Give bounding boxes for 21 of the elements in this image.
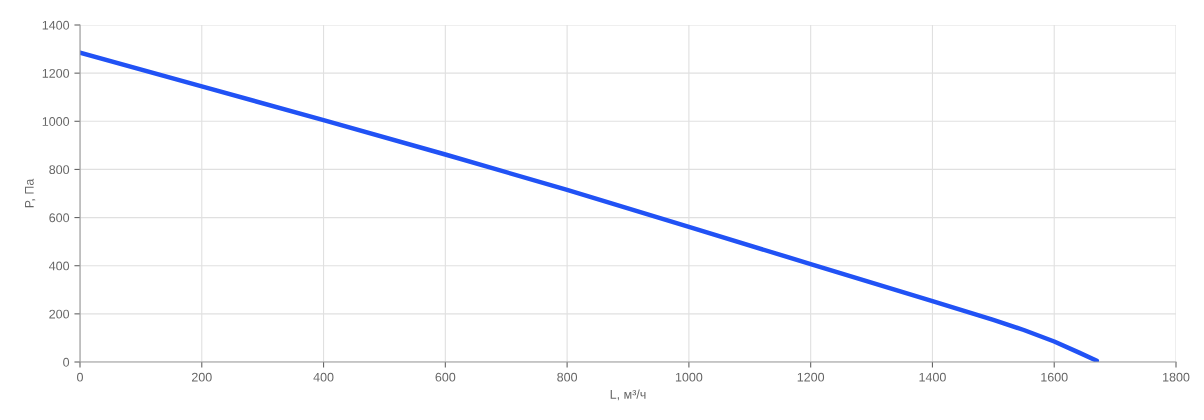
y-tick-label: 600 xyxy=(49,213,70,223)
y-tick-label: 0 xyxy=(63,357,70,367)
y-tick-label: 1400 xyxy=(42,20,70,30)
line-series xyxy=(80,50,1100,362)
x-tick-label: 1200 xyxy=(797,372,825,382)
y-tick-label: 1000 xyxy=(42,117,70,126)
x-tick-label: 1000 xyxy=(675,372,703,382)
y-axis-title: P, Па xyxy=(25,178,36,208)
x-tick-label: 400 xyxy=(313,372,334,382)
y-tick-label: 800 xyxy=(49,165,70,175)
x-tick-label: 1400 xyxy=(919,372,946,382)
x-tick-label: 0 xyxy=(77,372,83,382)
x-tick-label: 1800 xyxy=(1163,372,1190,382)
y-tick-label: 1200 xyxy=(42,68,70,78)
y-tick-label: 400 xyxy=(49,261,70,271)
x-tick-label: 800 xyxy=(557,372,578,382)
x-tick-label: 600 xyxy=(435,372,456,382)
y-tick-label: 200 xyxy=(49,309,70,319)
x-tick-label: 1600 xyxy=(1041,372,1068,382)
x-tick-label: 200 xyxy=(191,372,212,382)
x-axis-title: L, м³/ч xyxy=(610,389,646,401)
